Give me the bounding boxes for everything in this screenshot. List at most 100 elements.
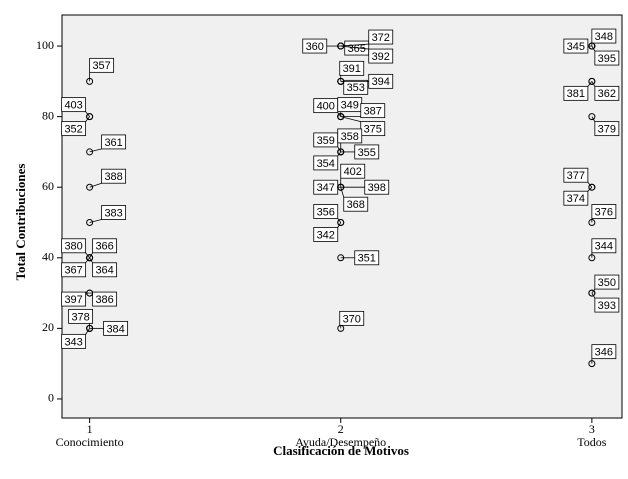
label-box xyxy=(61,262,87,278)
x-category-label: Todos xyxy=(577,435,606,449)
label-box xyxy=(61,97,87,113)
point xyxy=(337,324,345,332)
label-box xyxy=(101,134,127,150)
leader-line xyxy=(89,182,102,188)
point xyxy=(588,289,596,297)
point-label: 391 xyxy=(343,63,361,75)
point-label: 366 xyxy=(95,241,113,253)
plot-area xyxy=(61,14,623,419)
label-box xyxy=(101,205,127,220)
label-box xyxy=(591,204,617,219)
label-box xyxy=(360,103,386,119)
label-box xyxy=(368,29,394,45)
x-category-label: Ayuda/Desempeño xyxy=(295,435,386,449)
point-label: 355 xyxy=(358,147,376,159)
label-box xyxy=(563,38,589,54)
x-category-label: Conocimiento xyxy=(56,435,124,449)
point xyxy=(86,324,94,332)
label-box xyxy=(313,204,339,219)
point-label: 381 xyxy=(567,88,585,100)
y-tick-label: 0 xyxy=(48,391,54,405)
label-box xyxy=(368,73,394,89)
x-tick-label: 1 xyxy=(87,422,93,436)
point-label: 351 xyxy=(358,253,376,265)
y-tick-label: 20 xyxy=(42,320,54,334)
label-box xyxy=(313,155,339,171)
point xyxy=(337,183,345,191)
label-box xyxy=(61,238,87,254)
y-tick-label: 40 xyxy=(42,250,54,264)
leader-line xyxy=(337,151,342,157)
point-label: 345 xyxy=(567,41,585,53)
point-label: 370 xyxy=(343,313,361,325)
label-box xyxy=(594,85,620,101)
leader-line xyxy=(89,219,102,223)
label-box xyxy=(61,291,87,307)
label-box xyxy=(594,274,620,290)
label-box xyxy=(340,163,366,179)
point xyxy=(337,148,345,156)
leader-line xyxy=(340,45,369,50)
x-tick-label: 3 xyxy=(589,422,595,436)
point xyxy=(588,360,596,368)
point-label: 375 xyxy=(364,124,382,136)
point xyxy=(588,218,596,226)
point-label: 380 xyxy=(64,241,82,253)
point-label: 359 xyxy=(317,135,335,147)
point-label: 394 xyxy=(372,76,390,88)
leader-line xyxy=(89,148,102,153)
point-label: 383 xyxy=(104,207,122,219)
y-tick-label: 80 xyxy=(42,108,54,122)
leader-line xyxy=(85,328,90,335)
point-label: 398 xyxy=(368,182,386,194)
point xyxy=(337,42,345,50)
point-label: 357 xyxy=(92,60,110,72)
point-label: 400 xyxy=(317,101,335,113)
point-label: 376 xyxy=(595,206,613,218)
label-box xyxy=(591,238,617,254)
point-label: 397 xyxy=(64,294,82,306)
point-label: 365 xyxy=(348,43,366,55)
point xyxy=(86,183,94,191)
y-tick-label: 100 xyxy=(36,38,54,52)
point-label: 364 xyxy=(95,265,113,277)
leader-line xyxy=(591,288,596,294)
point xyxy=(86,148,94,156)
leader-line xyxy=(337,218,342,223)
point-label: 368 xyxy=(347,199,365,211)
label-box xyxy=(92,238,118,254)
point-label: 342 xyxy=(317,229,335,241)
point-label: 395 xyxy=(598,53,616,65)
label-box xyxy=(339,310,365,326)
point-label: 352 xyxy=(64,124,82,136)
label-box xyxy=(563,167,589,183)
label-box xyxy=(61,121,87,137)
point xyxy=(588,113,596,121)
point xyxy=(337,77,345,85)
point-label: 387 xyxy=(364,106,382,118)
point-label: 343 xyxy=(64,336,82,348)
point-label: 372 xyxy=(372,32,390,44)
label-box xyxy=(313,227,339,242)
x-tick-label: 2 xyxy=(338,422,344,436)
point-label: 386 xyxy=(95,294,113,306)
leader-line xyxy=(340,43,369,47)
point-label: 356 xyxy=(317,206,335,218)
point-label: 349 xyxy=(341,100,359,112)
point xyxy=(86,289,94,297)
point-label: 361 xyxy=(104,137,122,149)
point-label: 346 xyxy=(595,347,613,359)
point-label: 402 xyxy=(344,166,362,178)
label-box xyxy=(563,85,589,101)
point-label: 353 xyxy=(347,82,365,94)
point-label: 388 xyxy=(104,171,122,183)
label-box xyxy=(594,50,620,66)
label-box xyxy=(354,250,380,266)
label-box xyxy=(302,38,328,54)
label-box xyxy=(343,79,369,95)
label-box xyxy=(368,48,394,64)
label-box xyxy=(594,297,620,313)
point xyxy=(337,254,345,262)
point-label: 350 xyxy=(598,277,616,289)
